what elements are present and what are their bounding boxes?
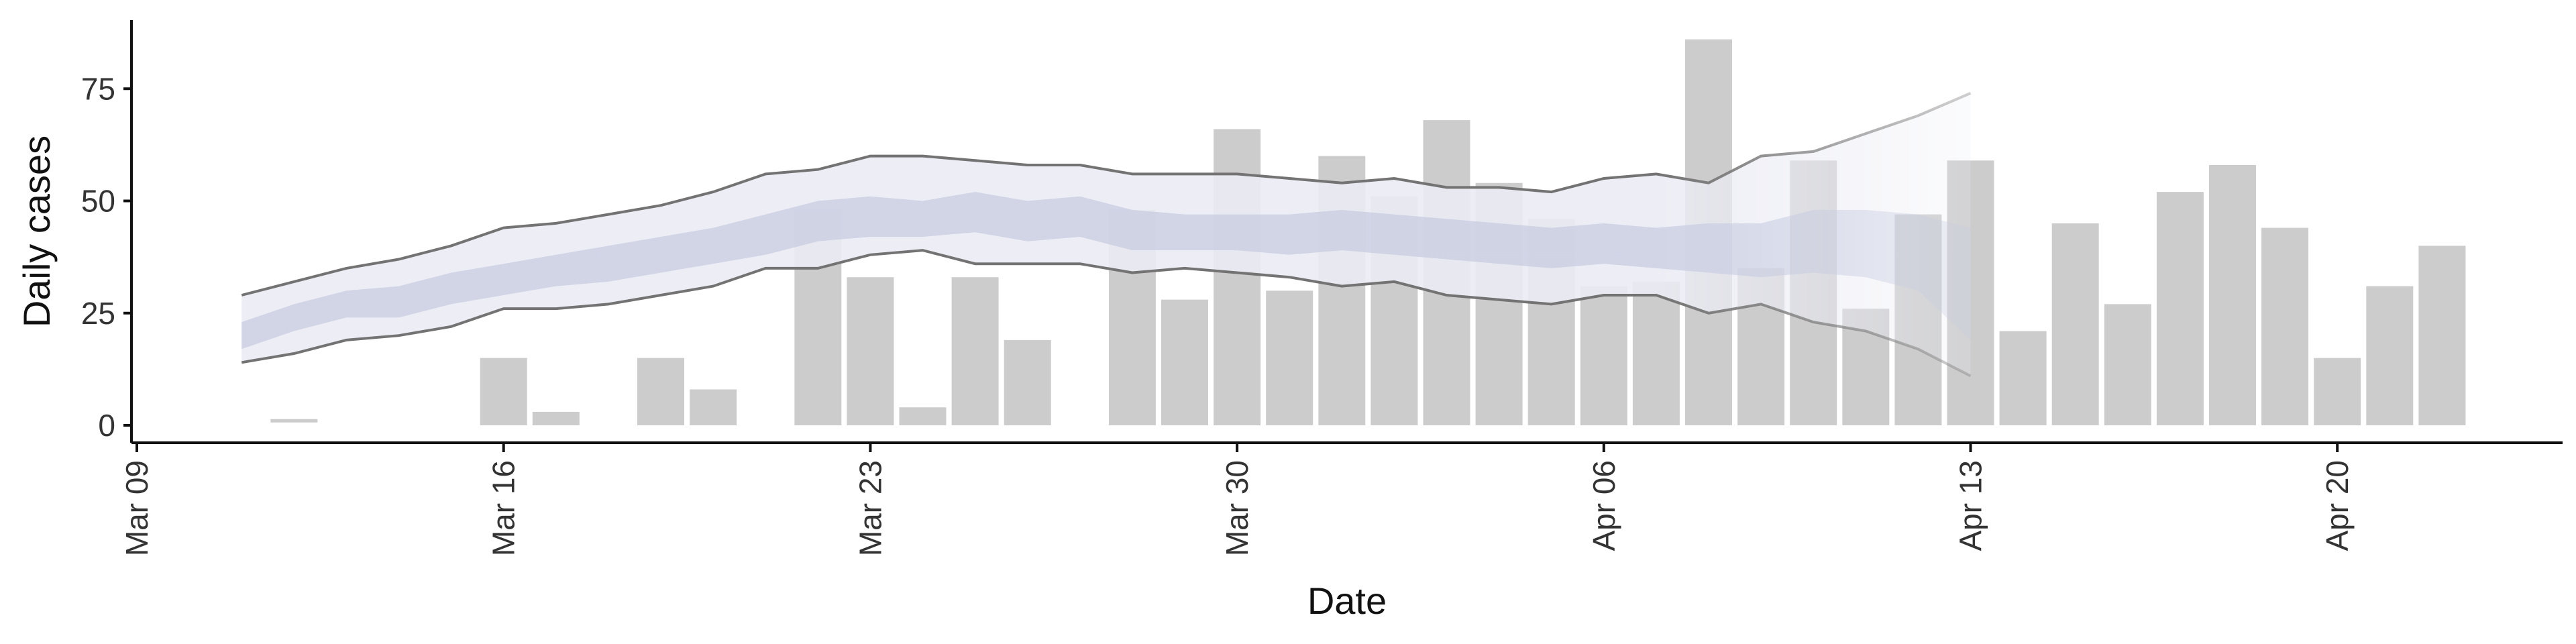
y-tick-label-50: 50 — [81, 184, 115, 219]
bar-2020-03-29 — [1161, 299, 1208, 425]
upper-interval-line — [241, 92, 1972, 297]
bar-2020-04-06 — [1580, 286, 1627, 425]
bar-2020-03-25 — [951, 277, 999, 425]
x-ticks-layer: Mar 09 Mar 16 Mar 23 Mar 30 Apr 06 Apr 13 Apr … — [119, 443, 2355, 556]
x-tick-label-2020-04-06: Apr 06 — [1587, 460, 1621, 551]
bar-2020-04-16 — [2104, 304, 2151, 425]
bar-2020-04-07 — [1632, 281, 1680, 425]
bar-2020-04-14 — [1999, 331, 2047, 425]
bar-2020-04-20 — [2314, 358, 2361, 425]
x-tick-label-2020-03-30: Mar 30 — [1220, 460, 1254, 556]
x-tick-label-2020-03-16: Mar 16 — [486, 460, 521, 556]
band-inner — [241, 192, 1971, 350]
bar-2020-03-24 — [899, 407, 947, 425]
bands-layer — [241, 92, 1972, 378]
bar-2020-03-31 — [1266, 290, 1313, 425]
y-tick-label-25: 25 — [81, 296, 115, 331]
x-tick-label-2020-03-09: Mar 09 — [119, 460, 154, 556]
y-tick-label-75: 75 — [81, 71, 115, 106]
bar-2020-04-19 — [2261, 227, 2309, 425]
bar-2020-03-19 — [637, 358, 684, 425]
x-axis-title: Date — [1307, 580, 1387, 622]
y-ticks-layer: 0 25 50 75 — [81, 71, 131, 443]
bar-2020-04-15 — [2051, 223, 2099, 425]
y-axis-title: Daily cases — [15, 136, 58, 327]
bar-2020-03-16 — [480, 358, 527, 425]
x-tick-label-2020-04-20: Apr 20 — [2320, 460, 2355, 551]
bar-2020-03-17 — [532, 411, 580, 425]
bar-2020-04-22 — [2418, 246, 2466, 425]
lower-interval-line — [241, 249, 1972, 378]
x-tick-label-2020-03-23: Mar 23 — [853, 460, 888, 556]
bar-2020-03-20 — [690, 389, 737, 425]
bar-2020-03-23 — [847, 277, 894, 425]
bar-2020-03-26 — [1004, 339, 1051, 425]
y-tick-label-0: 0 — [98, 408, 115, 443]
x-tick-label-2020-04-13: Apr 13 — [1953, 460, 1988, 551]
bar-2020-04-18 — [2209, 164, 2256, 426]
bar-2020-04-17 — [2156, 192, 2204, 425]
bar-2020-04-21 — [2366, 286, 2414, 425]
